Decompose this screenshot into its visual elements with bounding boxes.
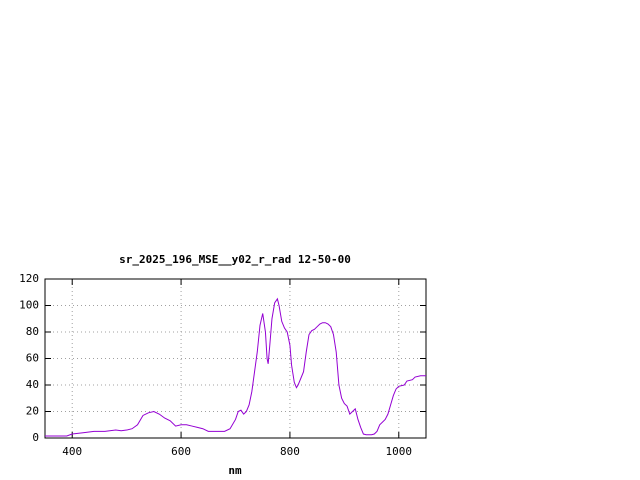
y-tick-label: 100 (19, 299, 39, 312)
y-tick-label: 80 (26, 325, 39, 338)
y-tick-label: 20 (26, 405, 39, 418)
x-tick-label: 600 (171, 445, 191, 458)
x-tick-label: 1000 (386, 445, 413, 458)
chart-title: sr_2025_196_MSE__y02_r_rad 12-50-00 (119, 253, 351, 266)
x-tick-label: 800 (280, 445, 300, 458)
x-axis-label: nm (228, 464, 242, 477)
y-tick-label: 60 (26, 352, 39, 365)
plot-border (44, 278, 427, 439)
y-tick-label: 40 (26, 378, 39, 391)
x-tick-label: 400 (62, 445, 82, 458)
data-line (45, 297, 426, 437)
y-tick-label: 120 (19, 272, 39, 285)
y-tick-label: 0 (32, 431, 39, 444)
